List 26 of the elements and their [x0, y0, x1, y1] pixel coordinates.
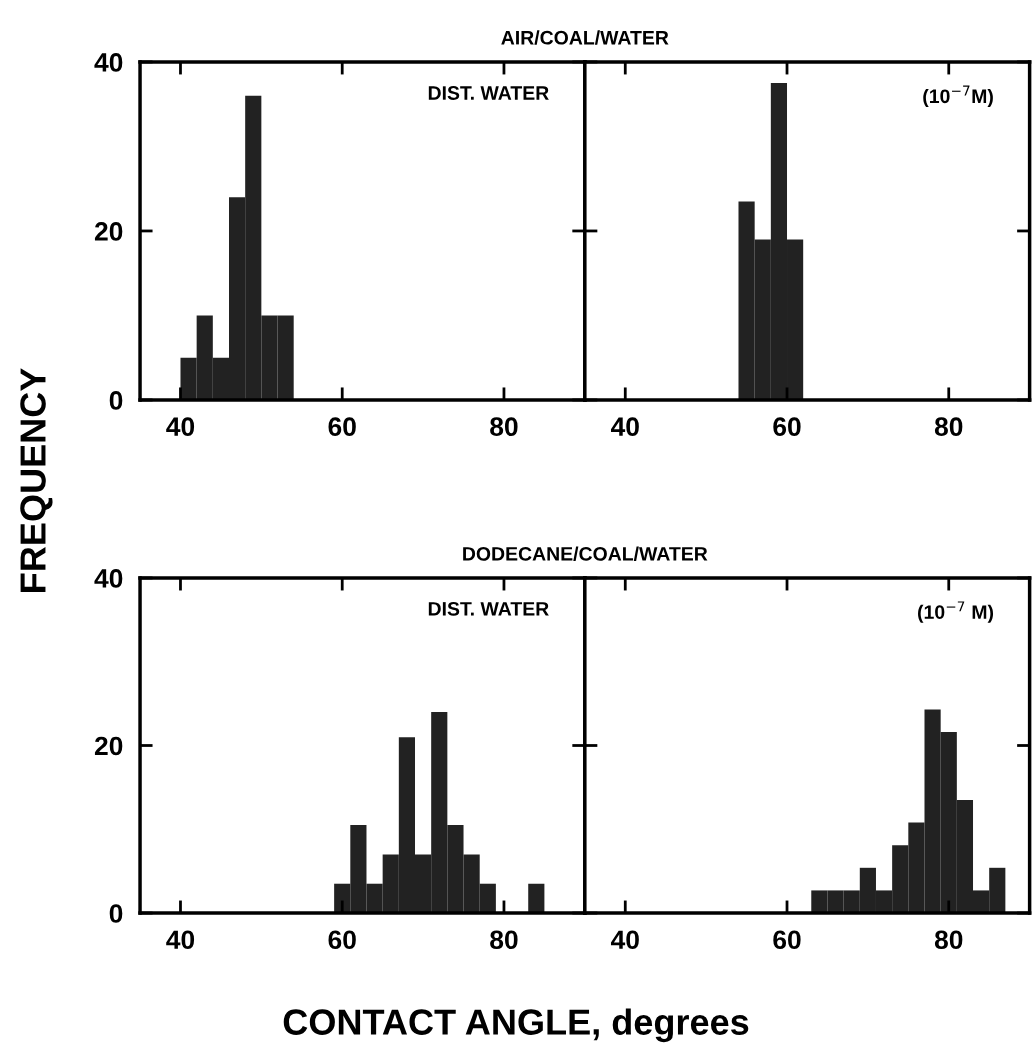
- annotation: (10$^{−7}$ M): [918, 601, 994, 623]
- y-tick-label: 20: [94, 222, 123, 241]
- y-axis-title: FREQUENCY: [20, 368, 53, 592]
- x-tick-label: 40: [166, 930, 195, 950]
- x-axis-title: CONTACT ANGLE, degrees: [283, 1008, 749, 1043]
- x-tick-label: 60: [328, 417, 356, 437]
- x-tick-label: 40: [166, 417, 195, 437]
- x-tick-label: 40: [611, 417, 639, 437]
- annotation: DIST. WATER: [428, 86, 549, 100]
- x-tick-label: 60: [328, 930, 356, 950]
- x-tick-label: 80: [934, 417, 963, 437]
- y-tick-label: 0: [109, 391, 123, 410]
- x-tick-label: 40: [611, 930, 639, 950]
- y-tick-label: 40: [94, 569, 123, 588]
- x-tick-label: 60: [773, 417, 801, 437]
- x-tick-label: 80: [490, 417, 518, 437]
- x-tick-label: 80: [490, 930, 518, 950]
- chart-title: DODECANE/COAL/WATER: [463, 546, 708, 561]
- annotation: (10$^{−7}$M): [923, 85, 993, 107]
- x-tick-label: 80: [934, 930, 963, 950]
- annotation: DIST. WATER: [428, 601, 549, 616]
- chart-title: AIR/COAL/WATER: [501, 30, 669, 45]
- x-tick-label: 60: [773, 930, 801, 950]
- y-tick-label: 40: [94, 53, 123, 72]
- y-tick-label: 20: [94, 736, 123, 756]
- y-tick-label: 0: [109, 904, 123, 923]
